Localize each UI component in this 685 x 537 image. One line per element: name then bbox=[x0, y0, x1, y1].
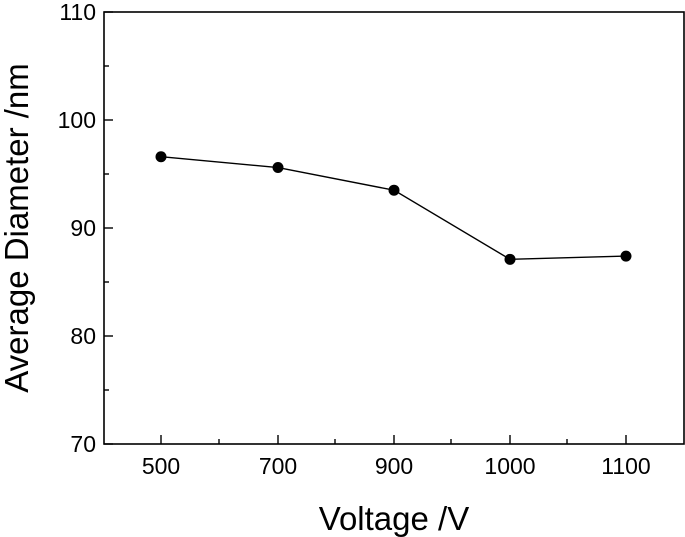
y-tick-label: 110 bbox=[59, 0, 96, 25]
x-tick-label: 1100 bbox=[601, 453, 650, 479]
series-line bbox=[160, 156, 627, 261]
y-tick-label: 70 bbox=[70, 431, 96, 457]
x-tick-label: 500 bbox=[142, 453, 180, 479]
y-axis: 70 80 90 100 110 bbox=[58, 0, 113, 457]
x-axis-title: Voltage /V bbox=[319, 500, 469, 537]
x-tick-label: 900 bbox=[375, 453, 413, 479]
data-point bbox=[504, 253, 516, 265]
data-point bbox=[388, 184, 400, 196]
y-tick-label: 90 bbox=[70, 215, 96, 241]
series-layer bbox=[155, 151, 632, 265]
data-point bbox=[155, 151, 167, 163]
y-tick-label: 80 bbox=[70, 323, 96, 349]
data-point bbox=[272, 162, 284, 174]
x-tick-label: 1000 bbox=[484, 453, 535, 479]
x-tick-label: 700 bbox=[259, 453, 297, 479]
plot-frame bbox=[103, 11, 685, 445]
data-point bbox=[620, 250, 632, 262]
y-tick-label: 100 bbox=[58, 107, 96, 133]
y-axis-title: Average Diameter /nm bbox=[0, 63, 35, 393]
x-axis: 500 700 900 1000 1100 bbox=[142, 435, 651, 479]
